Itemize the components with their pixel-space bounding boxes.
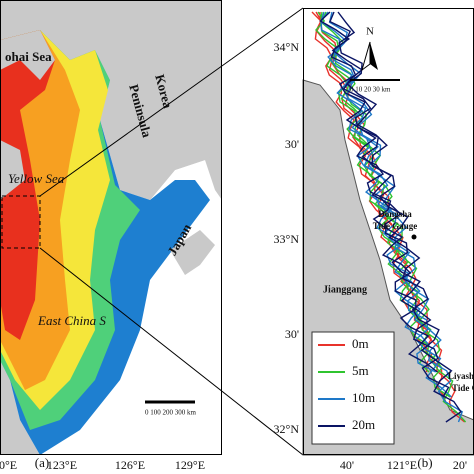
- panel-b: 34°N 30' 33°N 30' 32°N 40' 121°E 20' N 0…: [274, 8, 474, 472]
- contour-line: [319, 11, 438, 373]
- label: Dongsha: [378, 209, 412, 219]
- north-label: N: [366, 26, 374, 38]
- scalebar-label: 0 100 200 300 km: [145, 409, 197, 417]
- label: ohai Sea: [5, 49, 52, 64]
- caption: (a): [35, 455, 49, 470]
- label: East China S: [37, 313, 106, 328]
- y-tick-label: 34°N: [274, 40, 300, 54]
- legend-label: 5m: [352, 363, 369, 378]
- label: Yellow Sea: [8, 171, 65, 186]
- korea-land: [95, 0, 222, 200]
- x-tick-label: 20': [453, 458, 467, 472]
- legend-label: 10m: [352, 390, 375, 405]
- x-tick-label: 126°E: [115, 458, 145, 472]
- x-tick-label: 129°E: [175, 458, 205, 472]
- caption: (b): [417, 455, 432, 470]
- gauge: [411, 234, 417, 240]
- japan-land: [170, 230, 215, 275]
- north-arrow: [370, 42, 378, 70]
- scalebar-label: 0 10 20 30 km: [350, 86, 391, 94]
- x-tick-label: 0°E: [0, 458, 17, 472]
- frame: [0, 0, 222, 455]
- label: Jianggang: [323, 284, 367, 295]
- china-coast: [0, 0, 55, 320]
- y-tick-label: 30': [285, 327, 299, 341]
- legend-entries: 0m 5m 10m 20m: [318, 336, 375, 432]
- legend-label: 0m: [352, 336, 369, 351]
- study-box: [1, 195, 41, 249]
- contour-line: [320, 11, 437, 373]
- x-tick-label: 121°E: [387, 458, 417, 472]
- connector: [39, 7, 304, 197]
- contour-line: [329, 11, 450, 398]
- x-tick-label: 123°E: [47, 458, 77, 472]
- north-arrow: [361, 41, 371, 72]
- legend-label: 20m: [352, 417, 375, 432]
- label: Liyashi: [448, 371, 474, 381]
- sea-red: [0, 30, 55, 340]
- label: Tide G: [452, 383, 474, 393]
- contours: [311, 11, 467, 423]
- y-tick-label: 32°N: [274, 422, 300, 436]
- connector: [39, 247, 304, 456]
- panel-a: 0 100 200 300 km ohai Sea Korea Peninsul…: [0, 0, 222, 472]
- y-tick-label: 30': [285, 137, 299, 151]
- x-tick-label: 40': [340, 458, 354, 472]
- contour-line: [320, 11, 451, 398]
- label: Tide Gauge: [373, 221, 418, 231]
- y-tick-label: 33°N: [274, 232, 300, 246]
